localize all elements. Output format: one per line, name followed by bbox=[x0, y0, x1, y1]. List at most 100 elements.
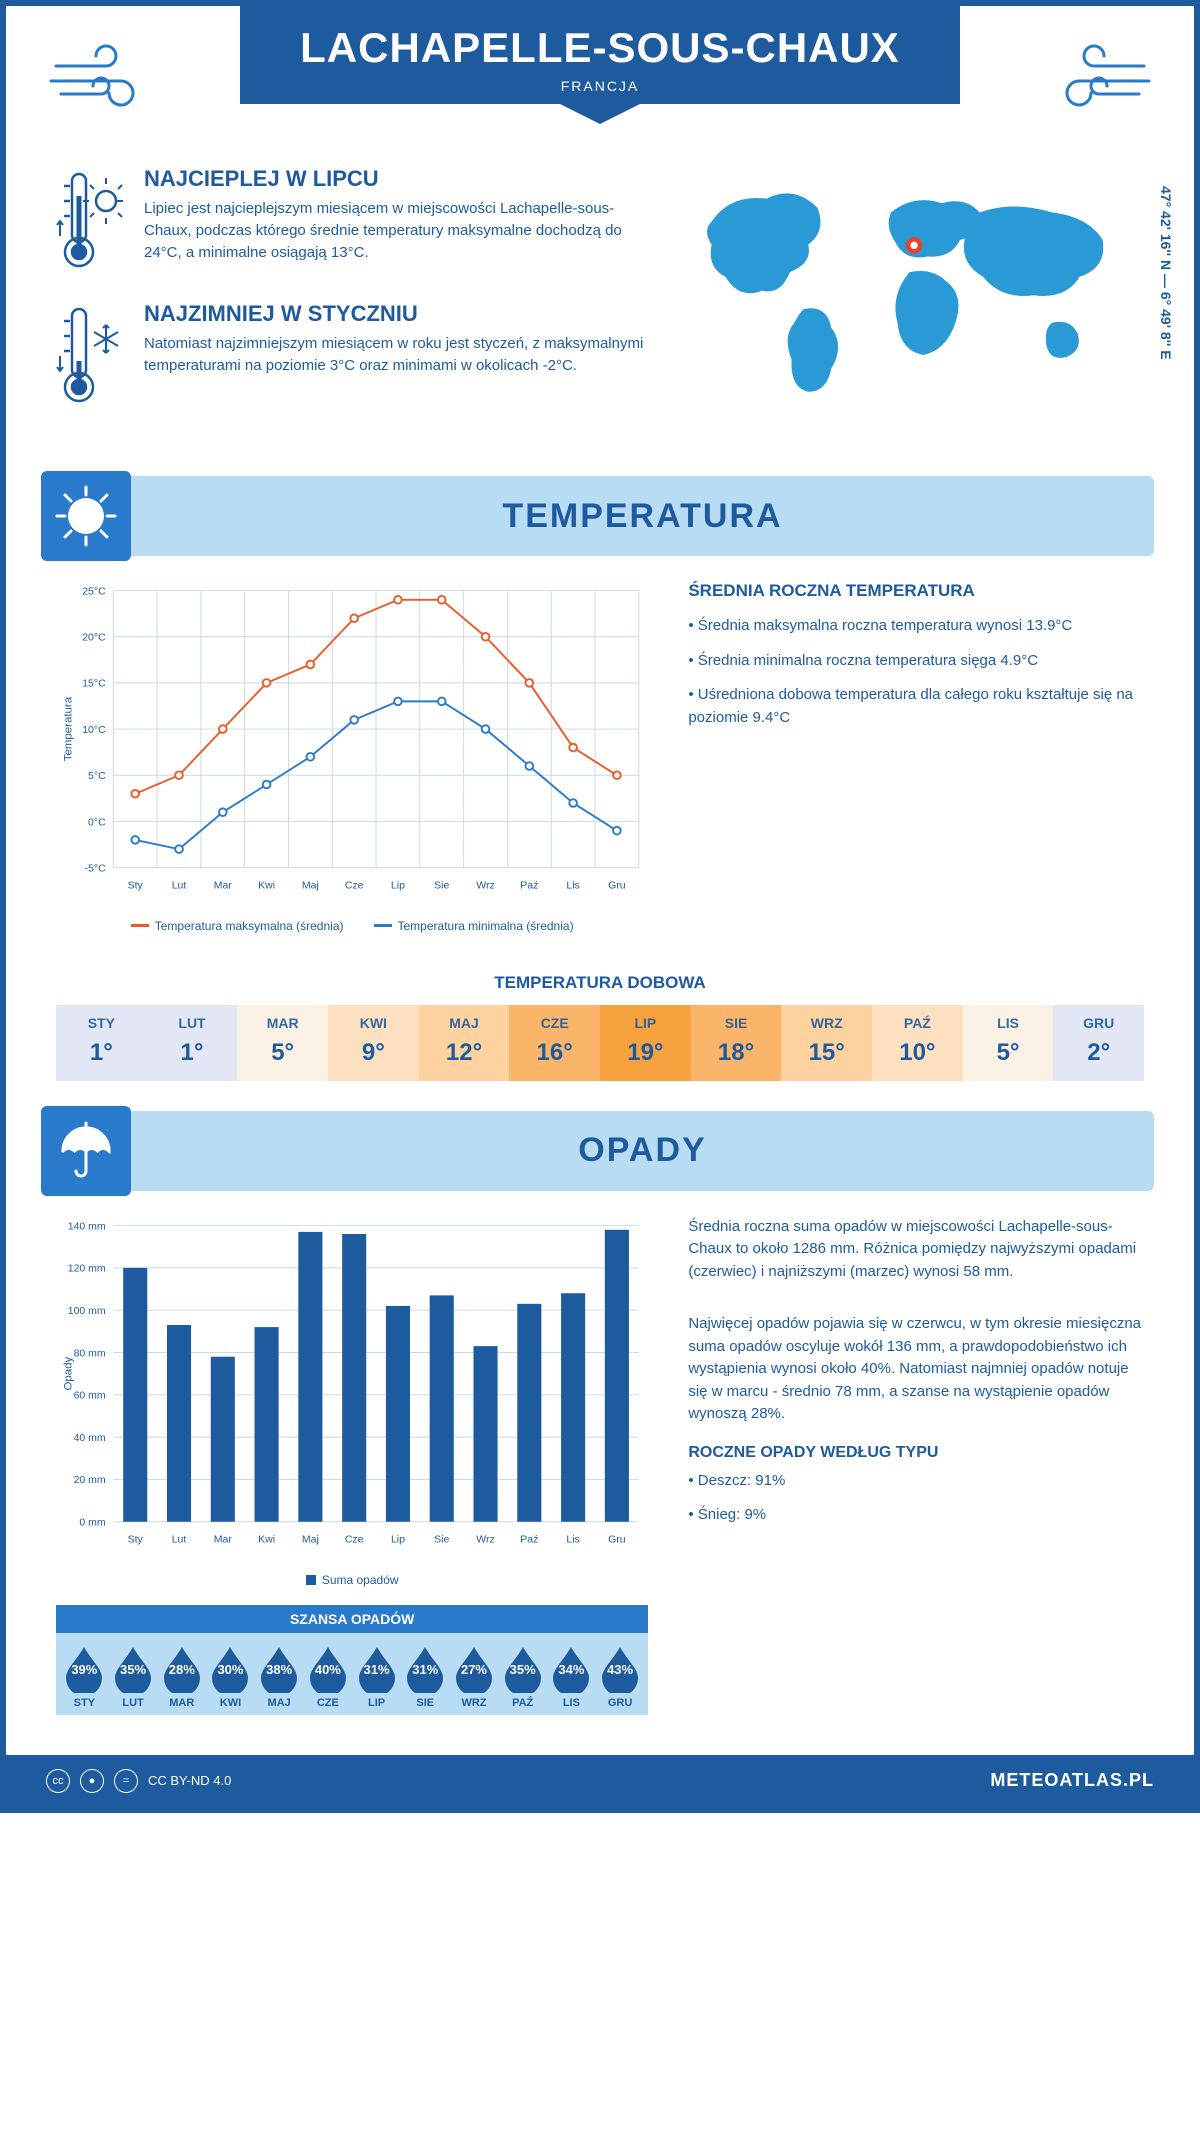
svg-text:15°C: 15°C bbox=[82, 678, 106, 690]
precipitation-stats: Średnia roczna suma opadów w miejscowośc… bbox=[688, 1216, 1144, 1715]
daily-cell: WRZ15° bbox=[781, 1005, 872, 1081]
chance-drop: 31% LIP bbox=[352, 1643, 401, 1709]
svg-text:Sie: Sie bbox=[434, 1534, 449, 1546]
svg-text:Opady: Opady bbox=[62, 1356, 74, 1390]
stats-bullet: • Średnia minimalna roczna temperatura s… bbox=[688, 650, 1144, 673]
svg-text:120 mm: 120 mm bbox=[68, 1263, 106, 1275]
chance-drop: 40% CZE bbox=[304, 1643, 353, 1709]
precip-type-title: ROCZNE OPADY WEDŁUG TYPU bbox=[688, 1444, 1144, 1462]
temperature-legend: Temperatura maksymalna (średnia) Temperat… bbox=[56, 919, 648, 933]
legend-item: Temperatura maksymalna (średnia) bbox=[131, 919, 344, 933]
precipitation-chart: 0 mm 20 mm 40 mm 60 mm 80 mm 100 mm 120 mm 140 … bbox=[56, 1216, 648, 1715]
daily-cell: MAR5° bbox=[237, 1005, 328, 1081]
fact-cold-title: NAJZIMNIEJ W STYCZNIU bbox=[144, 301, 654, 327]
stats-bullet: • Średnia maksymalna roczna temperatura … bbox=[688, 615, 1144, 638]
svg-text:Paź: Paź bbox=[520, 880, 538, 892]
daily-cell: CZE16° bbox=[509, 1005, 600, 1081]
svg-text:25°C: 25°C bbox=[82, 585, 106, 597]
svg-text:Mar: Mar bbox=[214, 880, 233, 892]
thermometer-cold-icon bbox=[56, 301, 126, 416]
wind-icon-left bbox=[46, 36, 166, 130]
stats-title: ŚREDNIA ROCZNA TEMPERATURA bbox=[688, 581, 1144, 601]
daily-cell: SIE18° bbox=[691, 1005, 782, 1081]
precip-type-rain: • Deszcz: 91% bbox=[688, 1470, 1144, 1493]
fact-cold: NAJZIMNIEJ W STYCZNIU Natomiast najzimni… bbox=[56, 301, 654, 416]
title-band: LACHAPELLE-SOUS-CHAUX FRANCJA bbox=[240, 6, 960, 104]
svg-text:Kwi: Kwi bbox=[258, 1534, 275, 1546]
svg-text:5°C: 5°C bbox=[88, 770, 106, 782]
world-map bbox=[684, 166, 1144, 406]
nd-icon: = bbox=[114, 1769, 138, 1793]
chance-drop: 43% GRU bbox=[596, 1643, 645, 1709]
cc-icon: cc bbox=[46, 1769, 70, 1793]
svg-text:80 mm: 80 mm bbox=[74, 1347, 106, 1359]
chance-drop: 27% WRZ bbox=[450, 1643, 499, 1709]
fact-hot: NAJCIEPLEJ W LIPCU Lipiec jest najcieple… bbox=[56, 166, 654, 281]
svg-text:Kwi: Kwi bbox=[258, 880, 275, 892]
svg-text:Cze: Cze bbox=[345, 880, 364, 892]
legend-item: Temperatura minimalna (średnia) bbox=[374, 919, 574, 933]
svg-text:0°C: 0°C bbox=[88, 816, 106, 828]
svg-text:10°C: 10°C bbox=[82, 724, 106, 736]
chance-drop: 35% LUT bbox=[109, 1643, 158, 1709]
temperature-stats: ŚREDNIA ROCZNA TEMPERATURA • Średnia mak… bbox=[688, 581, 1144, 933]
chance-title: SZANSA OPADÓW bbox=[56, 1605, 648, 1633]
svg-text:Lis: Lis bbox=[566, 880, 579, 892]
svg-text:Lip: Lip bbox=[391, 1534, 405, 1546]
fact-hot-title: NAJCIEPLEJ W LIPCU bbox=[144, 166, 654, 192]
chance-drop: 30% KWI bbox=[206, 1643, 255, 1709]
daily-cell: LUT1° bbox=[147, 1005, 238, 1081]
svg-text:Gru: Gru bbox=[608, 880, 626, 892]
wind-icon-right bbox=[1034, 36, 1154, 130]
chance-drop: 38% MAJ bbox=[255, 1643, 304, 1709]
precip-p1: Średnia roczna suma opadów w miejscowośc… bbox=[688, 1216, 1144, 1284]
svg-text:Maj: Maj bbox=[302, 1534, 319, 1546]
svg-text:Paź: Paź bbox=[520, 1534, 538, 1546]
page-subtitle: FRANCJA bbox=[300, 78, 900, 94]
chance-drop: 28% MAR bbox=[157, 1643, 206, 1709]
daily-cell: MAJ12° bbox=[419, 1005, 510, 1081]
temperature-chart: -5°C0°C5°C10°C15°C20°C25°CStyLutMarKwiMa… bbox=[56, 581, 648, 933]
chance-panel: SZANSA OPADÓW 39% STY 35% LUT 28% MAR 30… bbox=[56, 1605, 648, 1715]
fact-cold-text: Natomiast najzimniejszym miesiącem w rok… bbox=[144, 333, 654, 377]
daily-cell: STY1° bbox=[56, 1005, 147, 1081]
daily-cell: LIP19° bbox=[600, 1005, 691, 1081]
svg-text:Sie: Sie bbox=[434, 880, 449, 892]
sun-icon bbox=[41, 471, 131, 561]
chance-drop: 31% SIE bbox=[401, 1643, 450, 1709]
svg-text:20°C: 20°C bbox=[82, 632, 106, 644]
svg-text:Wrz: Wrz bbox=[476, 1534, 494, 1546]
svg-text:Wrz: Wrz bbox=[476, 880, 494, 892]
precip-legend-label: Suma opadów bbox=[322, 1573, 399, 1587]
page-frame: LACHAPELLE-SOUS-CHAUX FRANCJA NAJCIEPLEJ… bbox=[0, 0, 1200, 1813]
temperature-band: TEMPERATURA bbox=[46, 476, 1154, 556]
svg-text:0 mm: 0 mm bbox=[79, 1516, 106, 1528]
svg-text:Lis: Lis bbox=[566, 1534, 579, 1546]
precip-type-snow: • Śnieg: 9% bbox=[688, 1504, 1144, 1527]
precipitation-heading: OPADY bbox=[131, 1131, 1154, 1170]
svg-text:20 mm: 20 mm bbox=[74, 1474, 106, 1486]
svg-text:Sty: Sty bbox=[128, 880, 144, 892]
daily-temp-title: TEMPERATURA DOBOWA bbox=[6, 973, 1194, 993]
svg-text:40 mm: 40 mm bbox=[74, 1432, 106, 1444]
svg-text:60 mm: 60 mm bbox=[74, 1389, 106, 1401]
daily-cell: KWI9° bbox=[328, 1005, 419, 1081]
intro-section: NAJCIEPLEJ W LIPCU Lipiec jest najcieple… bbox=[6, 166, 1194, 466]
temperature-heading: TEMPERATURA bbox=[131, 497, 1154, 536]
precipitation-band: OPADY bbox=[46, 1111, 1154, 1191]
svg-text:Sty: Sty bbox=[128, 1534, 144, 1546]
daily-cell: GRU2° bbox=[1053, 1005, 1144, 1081]
daily-temp-grid: STY1°LUT1°MAR5°KWI9°MAJ12°CZE16°LIP19°SI… bbox=[56, 1005, 1144, 1081]
svg-text:Mar: Mar bbox=[214, 1534, 233, 1546]
svg-text:Cze: Cze bbox=[345, 1534, 364, 1546]
coordinates: 47° 42' 16'' N — 6° 49' 8'' E bbox=[1158, 186, 1174, 360]
daily-cell: LIS5° bbox=[963, 1005, 1054, 1081]
svg-text:Lut: Lut bbox=[172, 880, 187, 892]
svg-text:140 mm: 140 mm bbox=[68, 1220, 106, 1232]
svg-text:100 mm: 100 mm bbox=[68, 1305, 106, 1317]
svg-text:Lut: Lut bbox=[172, 1534, 187, 1546]
precip-p2: Najwięcej opadów pojawia się w czerwcu, … bbox=[688, 1313, 1144, 1426]
thermometer-hot-icon bbox=[56, 166, 126, 281]
header: LACHAPELLE-SOUS-CHAUX FRANCJA bbox=[6, 6, 1194, 166]
license-label: CC BY-ND 4.0 bbox=[148, 1773, 231, 1788]
